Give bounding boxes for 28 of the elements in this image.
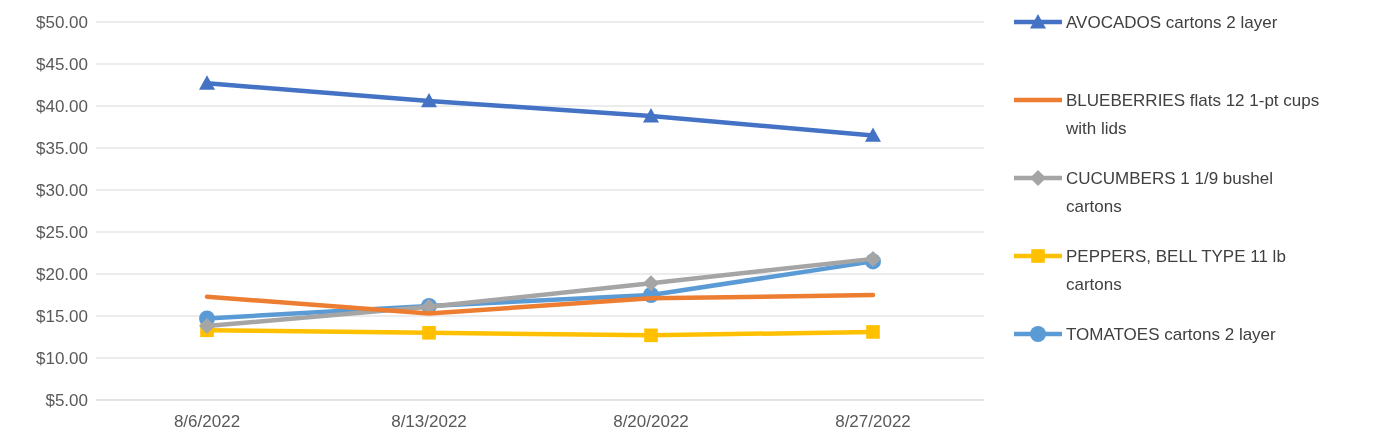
- y-tick-label: $45.00: [36, 54, 88, 74]
- y-tick-label: $35.00: [36, 138, 88, 158]
- y-tick-label: $20.00: [36, 264, 88, 284]
- y-tick-label: $25.00: [36, 222, 88, 242]
- point: [643, 275, 659, 292]
- y-tick-label: $15.00: [36, 306, 88, 326]
- point: [421, 92, 437, 108]
- legend-label: CUCUMBERS 1 1/9 bushel cartons: [1066, 168, 1273, 216]
- point: [199, 75, 215, 90]
- point: [199, 318, 215, 335]
- legend-label: TOMATOES cartons 2 layer: [1066, 324, 1277, 344]
- x-tick-label: 8/13/2022: [391, 412, 467, 431]
- x-tick-label: 8/6/2022: [173, 412, 241, 431]
- point: [865, 127, 881, 142]
- y-tick-label: $50.00: [36, 12, 88, 32]
- x-tick-label: 8/20/2022: [613, 412, 689, 431]
- x-tick-label: 8/27/2022: [835, 412, 911, 431]
- point: [422, 326, 436, 340]
- point: [643, 108, 659, 123]
- legend-label: PEPPERS, BELL TYPE 11 lb cartons: [1066, 246, 1286, 294]
- legend-label: AVOCADOS cartons 2 layer: [1066, 12, 1278, 32]
- point: [866, 325, 880, 339]
- legend-label: BLUEBERRIES flats 12 1-pt cups with lids: [1065, 90, 1320, 138]
- point: [644, 328, 658, 343]
- y-tick-label: $30.00: [36, 180, 88, 200]
- y-tick-label: $5.00: [45, 390, 88, 410]
- y-tick-label: $40.00: [36, 96, 88, 116]
- y-tick-label: $10.00: [36, 348, 88, 368]
